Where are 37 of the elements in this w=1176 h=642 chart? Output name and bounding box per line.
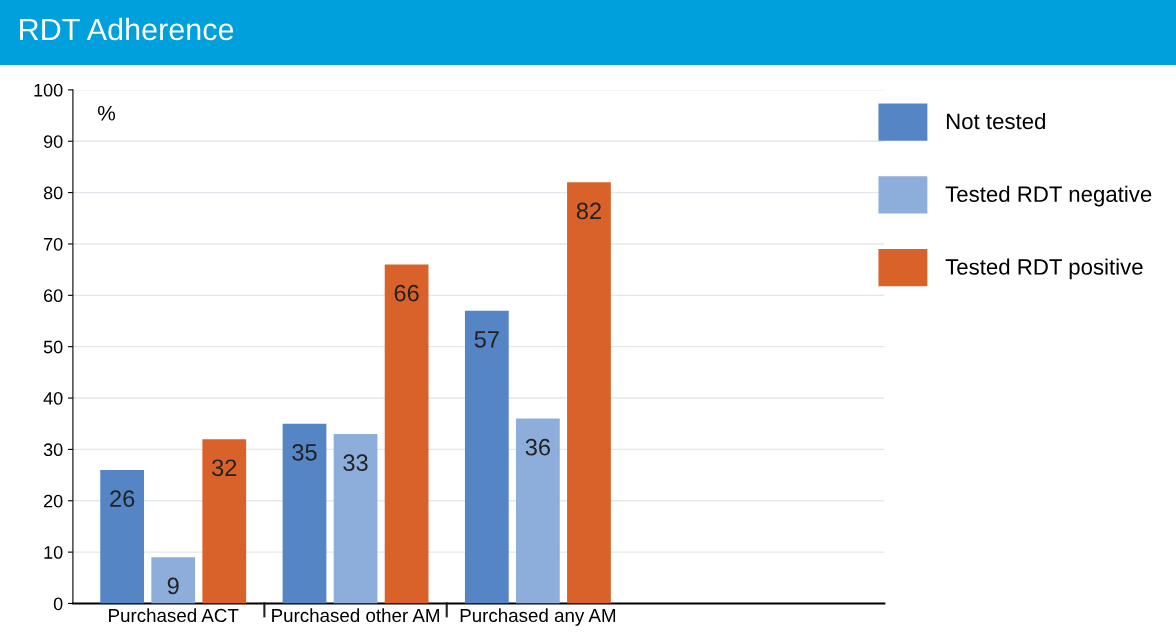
bar — [202, 439, 247, 604]
x-tick-label: Purchased ACT — [109, 608, 239, 623]
data-label: 82 — [576, 202, 601, 220]
data-label: 26 — [110, 490, 135, 507]
y-axis-title: % — [98, 105, 116, 121]
y-tick-label: 20 — [44, 494, 63, 508]
y-tick-label: 100 — [34, 83, 63, 97]
data-label: 35 — [292, 444, 317, 461]
y-tick-label: 0 — [53, 597, 63, 611]
data-label: 57 — [474, 331, 499, 348]
bar — [282, 423, 327, 604]
y-tick-label: 70 — [44, 237, 63, 251]
bar — [464, 310, 509, 604]
y-tick-label: 90 — [43, 135, 63, 148]
x-tick-label: Purchased any AM — [460, 608, 616, 626]
bar — [516, 418, 560, 604]
legend-label: Tested RDT negative — [945, 185, 1152, 207]
y-tick-label: 30 — [43, 443, 63, 457]
y-tick-label: 40 — [43, 391, 63, 405]
legend-label: Tested RDT positive — [945, 258, 1143, 280]
legend-label: Not tested — [946, 112, 1046, 130]
y-tick-label: 10 — [44, 546, 63, 559]
data-label: 33 — [343, 454, 368, 471]
data-label: 66 — [394, 284, 419, 302]
data-label: 9 — [167, 577, 179, 595]
y-tick-label: 60 — [44, 289, 63, 303]
data-label: 36 — [525, 438, 550, 456]
chart-title: RDT Adherence — [20, 17, 234, 41]
bar — [567, 182, 611, 604]
bar — [384, 264, 429, 604]
bar — [151, 557, 196, 604]
x-tick-label: Purchased other AM — [272, 608, 439, 623]
bar — [100, 469, 145, 604]
bar — [333, 433, 378, 604]
y-tick-label: 80 — [43, 186, 63, 200]
y-tick-label: 50 — [43, 340, 63, 354]
data-label: 32 — [212, 459, 237, 477]
